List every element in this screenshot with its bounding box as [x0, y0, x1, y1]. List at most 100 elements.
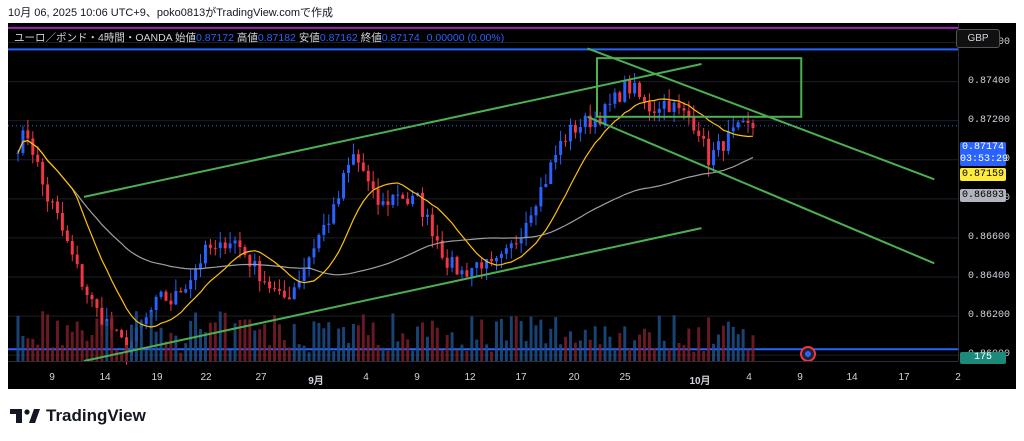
candle-body — [65, 230, 69, 241]
candle-body — [425, 214, 429, 217]
candle-body — [208, 244, 212, 248]
currency-button[interactable]: GBP — [956, 29, 1000, 48]
candle-body — [564, 140, 568, 142]
candle-body — [51, 201, 55, 203]
volume-bar — [287, 347, 291, 361]
candle-body — [41, 161, 45, 185]
candle-body — [514, 243, 518, 245]
volume-bar — [125, 344, 129, 361]
symbol-name[interactable]: ユーロ／ポンド・4時間・OANDA — [14, 32, 173, 44]
volume-bar — [702, 351, 706, 361]
candle-body — [652, 111, 656, 113]
candle-body — [608, 103, 612, 105]
candle-body — [386, 201, 390, 205]
candle-body — [154, 296, 158, 310]
candle-body — [421, 192, 424, 217]
volume-bar — [199, 328, 202, 361]
volume-bar — [253, 330, 257, 361]
volume-bar — [475, 339, 479, 361]
candle-body — [302, 269, 306, 282]
candle-body — [292, 287, 296, 300]
volume-bar — [509, 316, 513, 361]
volume-bar — [189, 320, 193, 361]
volume-bar — [613, 347, 617, 361]
volume-bar — [687, 328, 691, 361]
time-tick-label: 14 — [846, 372, 858, 383]
candle-body — [287, 297, 291, 300]
volume-bar — [662, 340, 666, 361]
volume-tag: 175 — [960, 352, 1006, 364]
volume-bar — [263, 324, 267, 361]
candle-body — [504, 248, 508, 254]
volume-bar — [470, 316, 474, 361]
time-tick-label: 9 — [49, 372, 55, 383]
volume-bar — [465, 350, 469, 361]
candle-body — [697, 130, 701, 136]
trendline — [587, 115, 935, 265]
volume-bar — [317, 322, 321, 361]
candle-body — [726, 131, 730, 151]
volume-bar — [391, 313, 395, 361]
volume-bar — [164, 341, 168, 361]
candle-body — [603, 104, 607, 125]
candle-body — [268, 281, 272, 289]
close-label: 終値 — [360, 32, 382, 44]
close-value: 0.87174 — [381, 32, 420, 44]
candle-body — [702, 135, 706, 139]
volume-bar — [366, 335, 370, 361]
candle-body — [347, 164, 350, 174]
symbol-legend[interactable]: ユーロ／ポンド・4時間・OANDA 始値0.87172 高値0.87182 安値… — [14, 30, 504, 45]
candle-body — [440, 240, 444, 258]
candle-body — [164, 291, 168, 301]
price-chart[interactable] — [8, 23, 1016, 389]
volume-bar — [697, 327, 701, 361]
volume-bar — [406, 339, 410, 361]
time-axis-separator — [8, 361, 958, 362]
volume-bar — [347, 342, 350, 361]
candle-body — [115, 329, 119, 331]
time-tick-label: 12 — [464, 372, 476, 383]
candle-body — [273, 288, 276, 290]
candle-body — [159, 291, 163, 297]
volume-bar — [268, 345, 272, 361]
candle-body — [80, 264, 84, 287]
volume-bar — [41, 311, 45, 361]
candle-body — [618, 92, 622, 102]
volume-bar — [603, 326, 607, 361]
candle-body — [465, 270, 469, 277]
volume-bar — [228, 349, 232, 361]
volume-bar — [16, 315, 20, 361]
volume-bar — [65, 325, 69, 361]
volume-bar — [450, 332, 454, 361]
volume-bar — [312, 321, 316, 361]
volume-bar — [356, 325, 360, 361]
volume-bar — [638, 334, 642, 361]
volume-bar — [544, 343, 548, 361]
tradingview-logo[interactable]: TradingView — [10, 406, 146, 426]
high-label: 高値 — [236, 32, 258, 44]
volume-bar — [677, 342, 681, 361]
slow-moving-average — [17, 139, 754, 276]
volume-bar — [203, 332, 207, 361]
time-tick-label: 9 — [414, 372, 420, 383]
candle-body — [445, 257, 449, 268]
volume-bar — [618, 333, 622, 361]
volume-bar — [667, 348, 671, 361]
volume-bar — [342, 326, 346, 361]
time-tick-label: 4 — [363, 372, 369, 383]
volume-bar — [80, 330, 84, 361]
volume-bar — [692, 351, 696, 361]
volume-bar — [401, 333, 405, 361]
volume-bar — [647, 332, 651, 361]
volume-bar — [421, 322, 424, 361]
candle-body — [707, 138, 711, 166]
candle-body — [233, 240, 237, 244]
candle-body — [70, 240, 74, 255]
candle-body — [203, 244, 207, 264]
chart-caption: 10月 06, 2025 10:06 UTC+9、poko0813がTradin… — [8, 7, 333, 19]
candle-body — [213, 247, 217, 249]
low-label: 安値 — [298, 32, 320, 44]
volume-bar — [129, 324, 133, 361]
candle-body — [307, 257, 311, 270]
fast-ma-tag: 0.87159 — [960, 168, 1006, 181]
